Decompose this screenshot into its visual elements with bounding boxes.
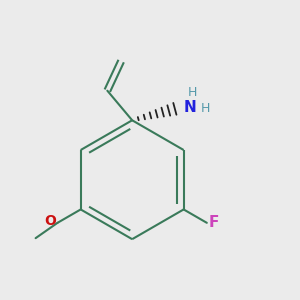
Text: O: O: [44, 214, 56, 228]
Text: F: F: [208, 215, 219, 230]
Text: H: H: [201, 102, 210, 115]
Text: N: N: [183, 100, 196, 115]
Text: H: H: [188, 86, 197, 99]
